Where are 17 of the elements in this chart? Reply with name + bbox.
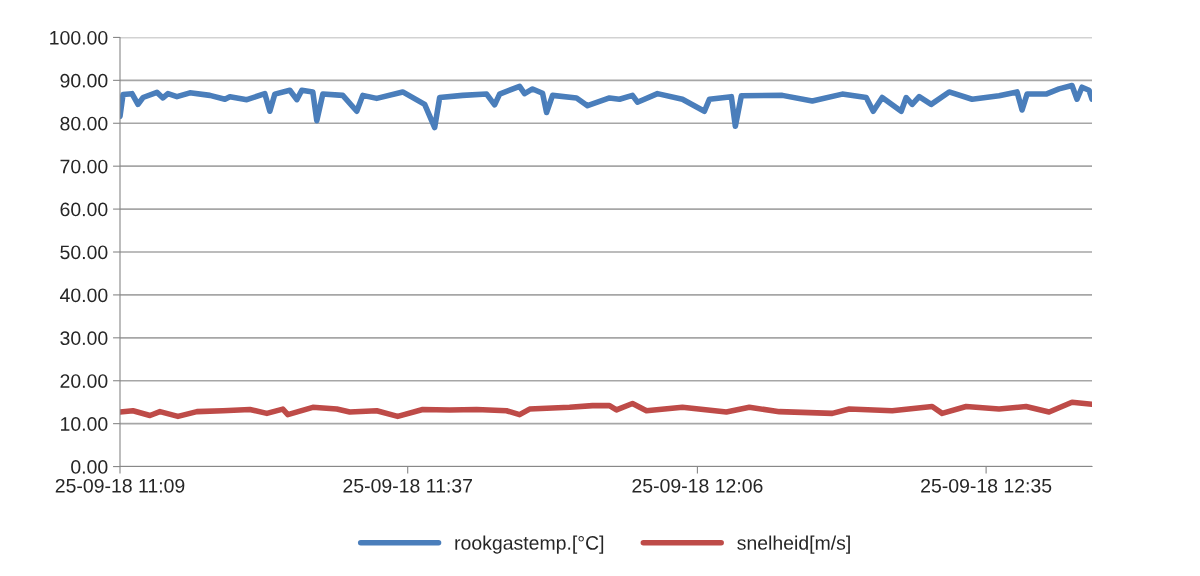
- x-tick-label: 25-09-18 11:09: [55, 478, 185, 493]
- y-tick-label: 90.00: [60, 73, 108, 88]
- legend-label: rookgastemp.[°C]: [455, 535, 604, 554]
- x-tick-label: 25-09-18 11:37: [343, 478, 472, 493]
- y-tick-label: 100.00: [50, 30, 108, 45]
- y-tick-label: 60.00: [60, 202, 108, 217]
- y-tick-label: 0.00: [71, 460, 108, 474]
- y-tick-label: 40.00: [59, 288, 108, 303]
- y-tick-label: 10.00: [61, 417, 108, 431]
- y-tick-label: 20.00: [60, 374, 108, 388]
- y-tick-label: 80.00: [60, 116, 108, 131]
- y-tick-label: 70.00: [60, 159, 108, 174]
- y-tick-label: 30.00: [60, 331, 108, 346]
- y-tick-label: 50.00: [60, 245, 108, 260]
- x-tick-label: 25-09-18 12:06: [632, 478, 763, 493]
- x-tick-label: 25-09-18 12:35: [921, 478, 1052, 493]
- legend-label: snelheid[m/s]: [737, 535, 850, 554]
